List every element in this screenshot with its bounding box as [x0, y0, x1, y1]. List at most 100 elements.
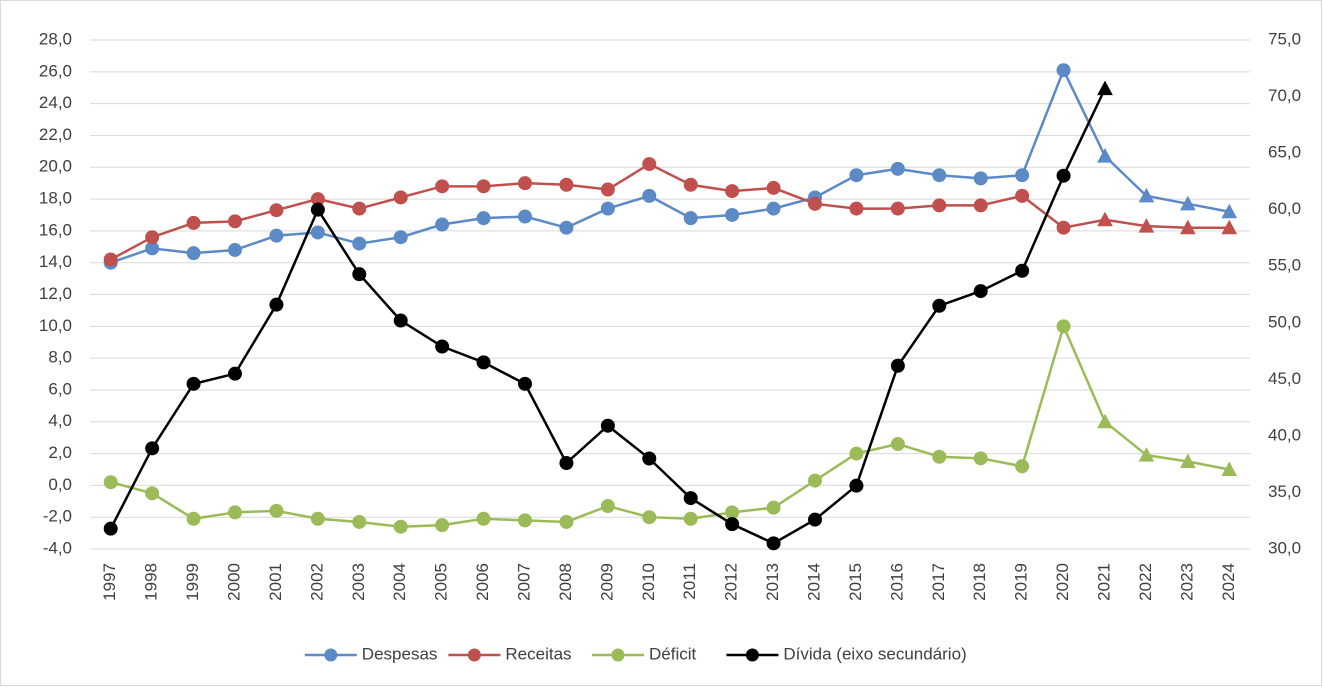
marker-circle	[476, 511, 491, 526]
marker-triangle	[1097, 413, 1113, 429]
marker-circle	[973, 198, 988, 213]
marker-circle	[683, 177, 698, 192]
marker-circle	[890, 437, 905, 452]
marker-circle	[890, 161, 905, 176]
marker-circle	[186, 511, 201, 526]
marker-triangle	[1221, 461, 1238, 476]
marker-circle	[766, 536, 781, 551]
marker-circle	[476, 211, 491, 226]
marker-triangle	[1180, 453, 1196, 469]
marker-circle	[600, 499, 615, 514]
marker-circle	[310, 202, 325, 217]
marker-circle	[1056, 168, 1071, 183]
marker-circle	[518, 376, 532, 391]
marker-circle	[683, 491, 698, 506]
marker-circle	[269, 203, 284, 218]
x-tick-label: 2008	[556, 563, 575, 601]
y-tick-label: 4,0	[48, 411, 72, 430]
marker-circle	[1056, 319, 1071, 334]
y-tick-label: -2,0	[43, 507, 72, 526]
marker-circle	[393, 230, 408, 245]
x-tick-label: 2007	[514, 563, 533, 601]
marker-circle	[228, 505, 242, 520]
x-tick-label: 2018	[970, 563, 989, 601]
x-tick-label: 2015	[846, 563, 865, 601]
x-tick-label: 1999	[183, 563, 202, 601]
marker-circle	[269, 228, 284, 243]
x-tick-label: 2016	[887, 563, 906, 601]
y-tick-label: 2,0	[48, 443, 72, 462]
x-tick-label: 2006	[473, 563, 492, 601]
marker-circle	[642, 188, 657, 203]
y2-tick-label: 30,0	[1268, 538, 1301, 557]
marker-circle	[600, 182, 615, 197]
marker-circle	[518, 176, 532, 191]
marker-circle	[932, 198, 947, 213]
marker-circle	[683, 511, 698, 526]
marker-circle	[352, 267, 367, 282]
marker-circle	[228, 214, 242, 229]
marker-triangle	[1097, 148, 1113, 163]
marker-circle	[435, 179, 450, 194]
marker-circle	[228, 242, 242, 257]
marker-circle	[849, 446, 864, 461]
marker-circle	[973, 284, 988, 299]
y-tick-label: -4,0	[43, 538, 72, 557]
y-tick-label: 12,0	[39, 284, 72, 303]
y2-tick-label: 50,0	[1268, 312, 1301, 331]
y-tick-label: 8,0	[48, 348, 72, 367]
x-tick-label: 2009	[597, 563, 616, 601]
marker-circle	[725, 505, 740, 520]
y2-tick-label: 60,0	[1268, 199, 1301, 218]
x-tick-label: 2023	[1177, 563, 1196, 601]
x-tick-label: 2001	[266, 563, 285, 601]
series-line	[110, 162, 1230, 261]
marker-triangle	[1221, 203, 1238, 219]
marker-circle	[683, 211, 698, 226]
x-tick-label: 2003	[349, 563, 368, 601]
x-tick-label: 2024	[1219, 563, 1238, 601]
y-tick-label: 28,0	[39, 29, 72, 48]
marker-triangle	[1221, 219, 1238, 235]
x-tick-label: 2000	[224, 563, 243, 601]
marker-circle	[932, 298, 947, 313]
marker-circle	[435, 339, 450, 354]
marker-circle	[766, 180, 781, 195]
y-tick-label: 14,0	[39, 252, 72, 271]
marker-circle	[476, 179, 491, 194]
legend-label: Déficit	[649, 644, 697, 663]
marker-circle	[849, 168, 864, 183]
marker-circle	[1015, 459, 1030, 474]
marker-circle	[766, 500, 781, 515]
marker-circle	[725, 184, 740, 199]
marker-circle	[559, 456, 574, 471]
marker-circle	[145, 230, 160, 245]
y-tick-label: 16,0	[39, 220, 72, 239]
marker-triangle	[1138, 447, 1155, 462]
marker-circle	[352, 514, 367, 529]
marker-circle	[849, 201, 864, 216]
marker-circle	[518, 209, 532, 224]
marker-circle	[269, 297, 284, 312]
x-tick-label: 2010	[639, 563, 658, 601]
marker-triangle	[1180, 219, 1196, 235]
x-tick-label: 2005	[432, 563, 451, 601]
marker-circle	[890, 358, 905, 373]
legend-marker	[745, 648, 759, 662]
x-tick-label: 2004	[390, 563, 409, 601]
x-tick-label: 2013	[763, 563, 782, 601]
y-tick-label: 24,0	[39, 93, 72, 112]
marker-circle	[600, 201, 615, 216]
marker-circle	[476, 355, 491, 370]
y-tick-label: 6,0	[48, 379, 72, 398]
marker-circle	[186, 246, 201, 261]
x-tick-label: 2019	[1012, 563, 1031, 601]
x-tick-label: 2022	[1136, 563, 1155, 601]
x-tick-label: 2014	[804, 563, 823, 601]
x-tick-label: 2020	[1053, 563, 1072, 601]
marker-circle	[1015, 188, 1030, 203]
legend-marker	[611, 648, 625, 662]
marker-circle	[435, 217, 450, 232]
marker-circle	[269, 503, 284, 518]
